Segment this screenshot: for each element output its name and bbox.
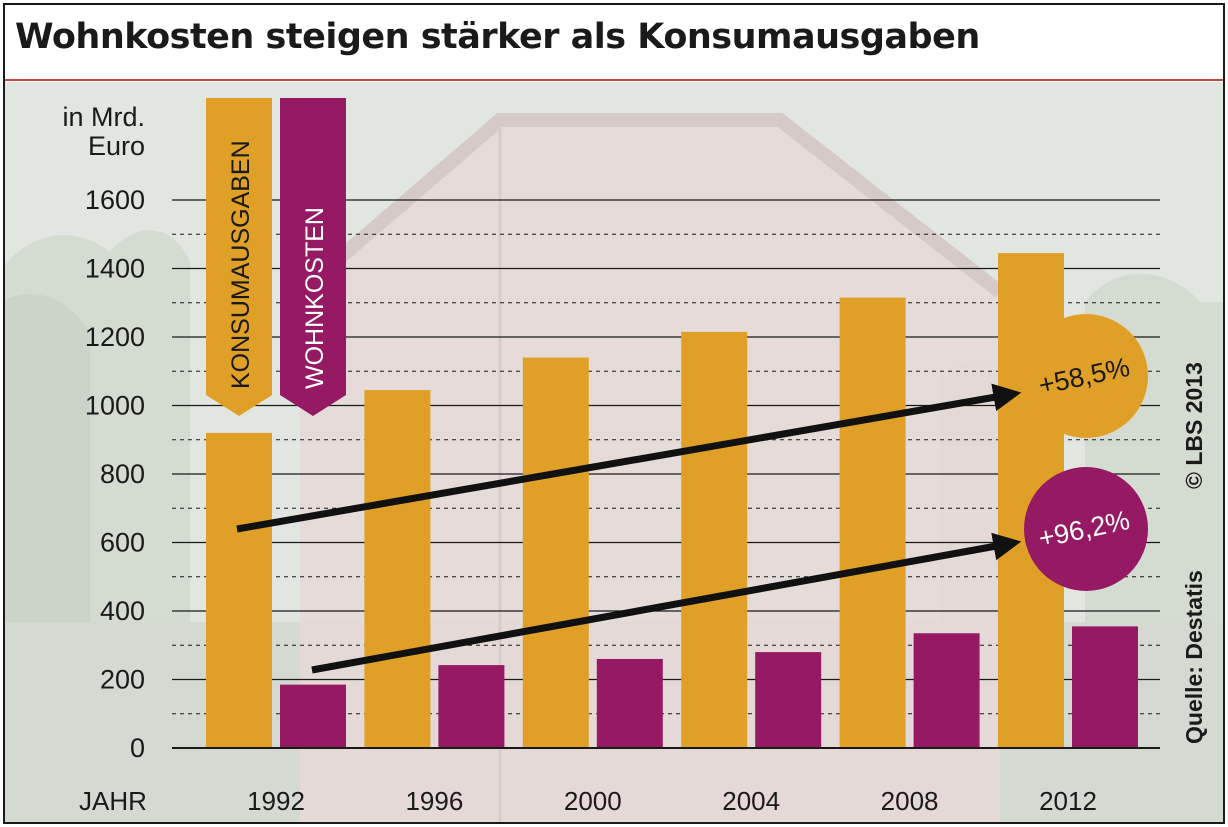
bar-konsumausgaben-1992 [206,432,272,748]
bar-wohnkosten-2008 [913,633,980,748]
bar-wohnkosten-1996 [438,665,505,748]
percent-badge-wohnkosten [1024,467,1148,591]
y-tick-label: 600 [100,528,145,558]
y-tick-label: 1200 [85,322,145,352]
legend-ribbon-konsumausgaben [206,98,272,416]
bar-chart: in Mrd. Euro 0 200 400 600 800 1000 1200… [5,82,1223,822]
y-tick-label: 0 [130,733,145,763]
infographic-frame: Wohnkosten steigen stärker als Konsumaus… [3,3,1225,824]
bar-konsumausgaben-2000 [522,357,589,748]
chart-title: Wohnkosten steigen stärker als Konsumaus… [15,17,980,57]
trend-arrow-konsumausgaben [236,383,1022,533]
x-tick-label: 2008 [881,786,939,816]
bars [206,253,1138,748]
bar-konsumausgaben-2004 [681,331,748,748]
x-tick-label: 2000 [564,786,622,816]
title-bar: Wohnkosten steigen stärker als Konsumaus… [5,5,1223,81]
x-tick-label: 2012 [1039,786,1097,816]
y-axis-label-line2: Euro [88,131,145,161]
y-tick-labels: 0 200 400 600 800 1000 1200 1400 1600 [85,185,145,763]
legend-label-konsumausgaben: KONSUMAUSGABEN [227,140,255,389]
y-tick-label: 1000 [85,391,145,421]
chart-area: in Mrd. Euro 0 200 400 600 800 1000 1200… [5,81,1223,822]
x-tick-label: 2004 [722,786,780,816]
y-tick-label: 1400 [85,254,145,284]
bar-konsumausgaben-2008 [839,297,906,748]
y-tick-label: 800 [100,459,145,489]
trend-arrow-wohnkosten [311,532,1022,674]
bar-wohnkosten-2012 [1072,626,1138,748]
bar-wohnkosten-2004 [755,652,822,748]
legend: KONSUMAUSGABEN WOHNKOSTEN [206,98,346,416]
legend-label-wohnkosten: WOHNKOSTEN [301,207,329,389]
y-axis-label-line1: in Mrd. [62,102,145,132]
percent-badge-konsumausgaben [1024,314,1148,438]
x-tick-labels: 1992 1996 2000 2004 2008 2012 [247,786,1097,816]
bar-wohnkosten-1992 [280,684,346,748]
x-axis-label: JAHR [79,786,147,816]
legend-ribbon-wohnkosten [280,98,346,416]
x-tick-label: 1996 [405,786,463,816]
source-label: Quelle: Destatis [1181,570,1207,744]
bar-konsumausgaben-1996 [364,390,431,748]
bar-wohnkosten-2000 [596,658,663,748]
y-tick-label: 200 [100,665,145,695]
x-tick-label: 1992 [247,786,305,816]
y-tick-label: 400 [100,596,145,626]
copyright-label: © LBS 2013 [1181,362,1207,489]
y-tick-label: 1600 [85,185,145,215]
